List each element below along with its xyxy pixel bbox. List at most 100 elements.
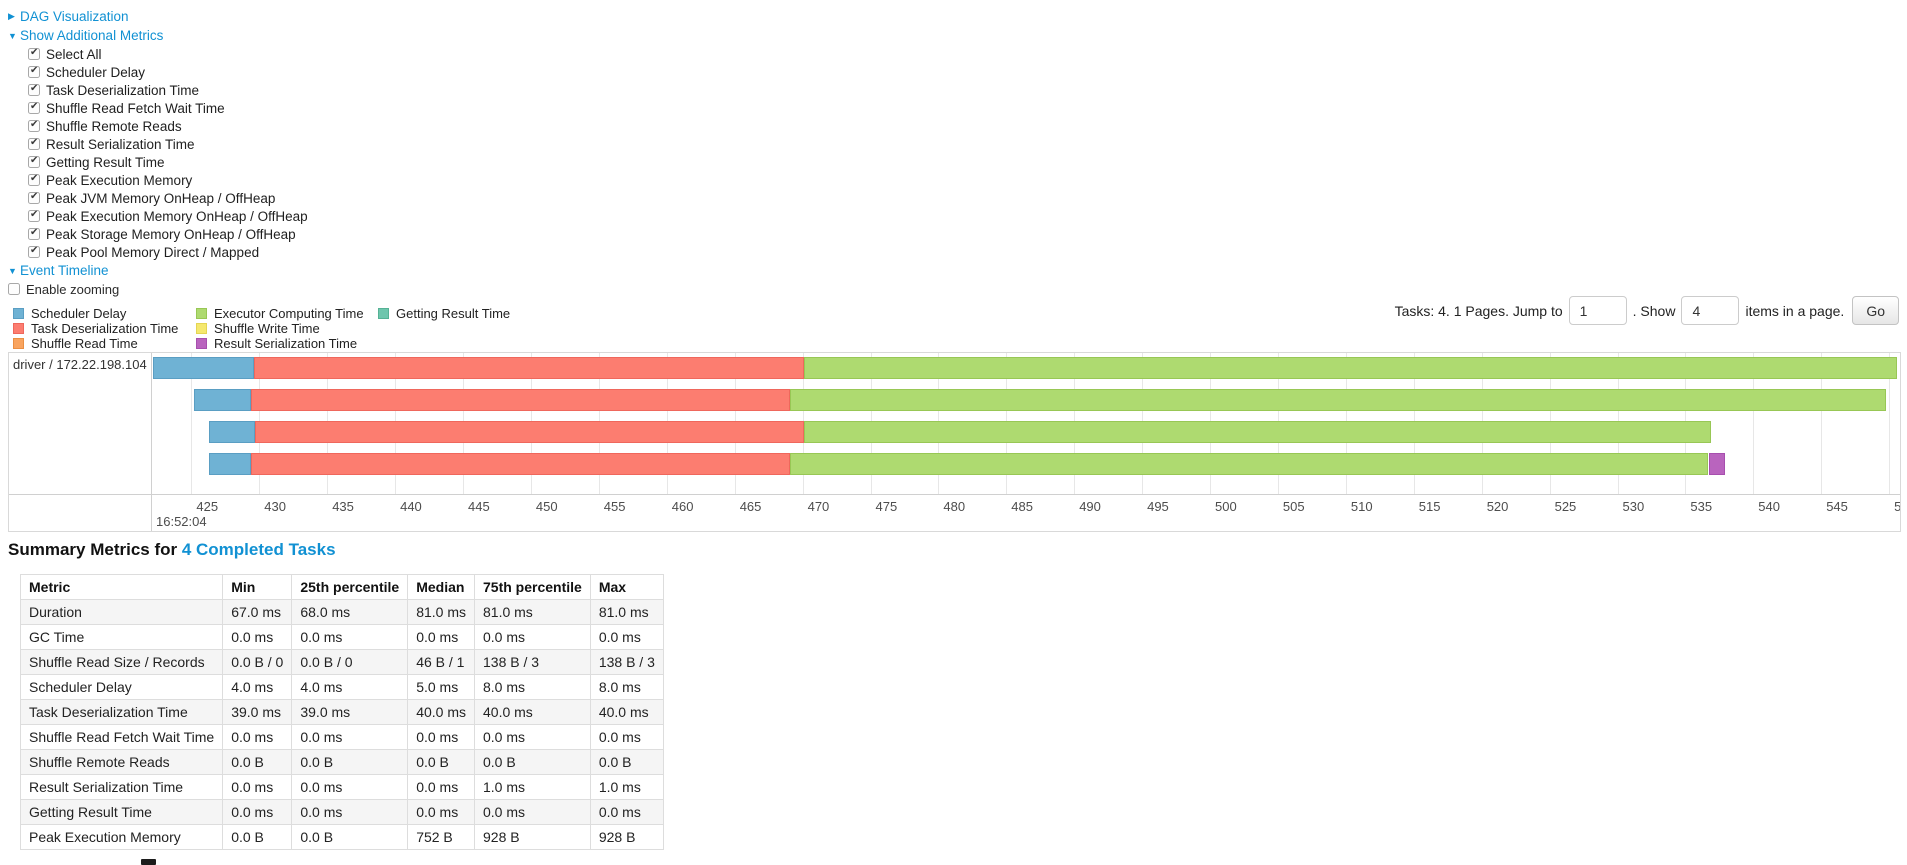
time-axis-tick-label: 550 xyxy=(1894,499,1900,514)
metric-value-cell: 8.0 ms xyxy=(589,674,664,700)
legend-swatch xyxy=(13,323,24,334)
task-bar-segment-task-deserialization-time[interactable] xyxy=(251,453,791,475)
metric-checkbox-row: Getting Result Time xyxy=(28,153,308,171)
metric-name-cell: Task Deserialization Time xyxy=(19,699,224,725)
time-axis-tick-label: 530 xyxy=(1622,499,1645,514)
summary-metrics-section: Summary Metrics for 4 Completed Tasks Me… xyxy=(8,540,664,850)
time-axis-tick-label: 460 xyxy=(671,499,694,514)
table-row: GC Time 0.0 ms 0.0 ms 0.0 ms 0.0 ms 0.0 ms xyxy=(19,624,664,650)
time-axis-tick-label: 480 xyxy=(943,499,966,514)
metric-checkbox-list: Select All Scheduler Delay Task Deserializ… xyxy=(28,45,308,261)
metric-value-cell: 81.0 ms xyxy=(589,599,664,625)
time-axis-tick-label: 440 xyxy=(400,499,422,514)
jump-to-page-input[interactable] xyxy=(1568,296,1627,325)
metric-value-cell: 0.0 ms xyxy=(407,774,475,800)
metric-value-cell: 138 B / 3 xyxy=(589,649,664,675)
metric-checkbox[interactable] xyxy=(28,227,40,240)
expanded-arrow-icon: ▼ xyxy=(8,265,17,276)
metric-checkbox-row: Peak Storage Memory OnHeap / OffHeap xyxy=(28,225,308,243)
metric-checkbox[interactable] xyxy=(28,119,40,132)
metric-value-cell: 0.0 ms xyxy=(291,624,409,650)
metric-value-cell: 40.0 ms xyxy=(589,699,664,725)
table-header-row: Metric Min 25th percentile Median 75th perce… xyxy=(19,574,664,600)
metric-value-cell: 40.0 ms xyxy=(474,699,591,725)
metric-value-cell: 8.0 ms xyxy=(474,674,591,700)
metric-value-cell: 0.0 B xyxy=(474,749,591,775)
metric-checkbox[interactable] xyxy=(28,137,40,150)
metric-checkbox[interactable] xyxy=(28,209,40,222)
metric-value-cell: 67.0 ms xyxy=(222,599,293,625)
completed-tasks-link[interactable]: 4 Completed Tasks xyxy=(181,540,336,559)
legend-label: Task Deserialization Time xyxy=(31,321,179,336)
metric-checkbox[interactable] xyxy=(28,173,40,186)
metric-checkbox-label: Peak JVM Memory OnHeap / OffHeap xyxy=(46,190,276,206)
items-per-page-input[interactable] xyxy=(1681,296,1740,325)
summary-title-prefix: Summary Metrics for xyxy=(8,540,182,559)
time-axis-tick-label: 485 xyxy=(1011,499,1033,514)
legend-item: Scheduler Delay xyxy=(13,306,196,321)
event-timeline-toggle[interactable]: ▼ Event Timeline xyxy=(8,261,308,280)
metric-checkbox[interactable] xyxy=(28,191,40,204)
metric-checkbox[interactable] xyxy=(28,65,40,78)
legend-label: Scheduler Delay xyxy=(31,306,127,321)
metric-checkbox[interactable] xyxy=(28,155,40,168)
time-axis-tick-label: 430 xyxy=(264,499,286,514)
metric-checkbox[interactable] xyxy=(28,83,40,96)
metric-value-cell: 39.0 ms xyxy=(291,699,409,725)
timeline-group-column: driver / 172.22.198.104 xyxy=(9,353,152,531)
legend-label: Shuffle Read Time xyxy=(31,336,138,351)
clipped-text-fragment xyxy=(141,859,156,865)
metric-value-cell: 0.0 ms xyxy=(222,724,293,750)
legend-item: Shuffle Write Time xyxy=(196,321,378,336)
task-bar-segment-task-deserialization-time[interactable] xyxy=(255,421,804,443)
go-button[interactable]: Go xyxy=(1852,296,1899,325)
metric-name-cell: Scheduler Delay xyxy=(19,674,224,700)
task-bar-segment-executor-computing-time[interactable] xyxy=(803,357,1898,379)
metric-checkbox-label: Peak Storage Memory OnHeap / OffHeap xyxy=(46,226,296,242)
table-row: Peak Execution Memory 0.0 B 0.0 B 752 B 928 … xyxy=(19,824,664,850)
task-bar-segment-scheduler-delay[interactable] xyxy=(209,421,256,443)
event-timeline-link[interactable]: Event Timeline xyxy=(20,263,109,278)
task-bar-segment-scheduler-delay[interactable] xyxy=(153,357,254,379)
metric-value-cell: 46 B / 1 xyxy=(407,649,475,675)
show-additional-metrics-toggle[interactable]: ▼ Show Additional Metrics xyxy=(8,26,308,45)
task-bar-segment-executor-computing-time[interactable] xyxy=(803,421,1712,443)
metric-checkbox[interactable] xyxy=(28,101,40,114)
dag-visualization-toggle[interactable]: ▶ DAG Visualization xyxy=(8,7,308,26)
task-bar-segment-executor-computing-time[interactable] xyxy=(790,389,1887,411)
metric-value-cell: 81.0 ms xyxy=(474,599,591,625)
task-bar-segment-executor-computing-time[interactable] xyxy=(790,453,1709,475)
metric-checkbox-label: Shuffle Read Fetch Wait Time xyxy=(46,100,225,116)
metric-value-cell: 0.0 B xyxy=(291,824,409,850)
enable-zooming-label: Enable zooming xyxy=(26,281,120,297)
metric-checkbox-label: Task Deserialization Time xyxy=(46,82,200,98)
task-bar-segment-scheduler-delay[interactable] xyxy=(194,389,252,411)
task-bar-segment-task-deserialization-time[interactable] xyxy=(253,357,804,379)
enable-zooming-checkbox[interactable] xyxy=(8,283,20,295)
show-additional-metrics-link[interactable]: Show Additional Metrics xyxy=(20,28,164,43)
time-axis-tick-label: 490 xyxy=(1079,499,1101,514)
task-bar-segment-result-serialization-time[interactable] xyxy=(1708,453,1725,475)
legend-item: Shuffle Read Time xyxy=(13,336,196,351)
metric-value-cell: 0.0 B xyxy=(291,749,409,775)
metric-value-cell: 0.0 ms xyxy=(291,774,409,800)
metric-name-cell: Shuffle Read Fetch Wait Time xyxy=(19,724,224,750)
time-axis-gridline xyxy=(1753,353,1755,494)
pager-items-label: items in a page. xyxy=(1745,302,1845,319)
task-bar-segment-task-deserialization-time[interactable] xyxy=(251,389,791,411)
legend-column: Getting Result Time xyxy=(378,306,510,351)
metric-value-cell: 0.0 ms xyxy=(407,724,475,750)
metric-value-cell: 0.0 B xyxy=(222,749,293,775)
metric-value-cell: 0.0 B xyxy=(222,824,293,850)
metric-checkbox[interactable] xyxy=(28,245,40,258)
table-row: Shuffle Read Size / Records 0.0 B / 0 0.0 … xyxy=(19,649,664,675)
metric-checkbox[interactable] xyxy=(28,47,40,60)
task-bar-segment-scheduler-delay[interactable] xyxy=(209,453,252,475)
dag-visualization-link[interactable]: DAG Visualization xyxy=(20,9,129,24)
legend-swatch xyxy=(196,323,207,334)
metric-checkbox-row: Peak Execution Memory OnHeap / OffHeap xyxy=(28,207,308,225)
time-axis-major-label: 16:52:04 xyxy=(156,514,207,529)
metric-value-cell: 0.0 ms xyxy=(222,799,293,825)
legend-label: Shuffle Write Time xyxy=(214,321,320,336)
metric-value-cell: 40.0 ms xyxy=(407,699,475,725)
